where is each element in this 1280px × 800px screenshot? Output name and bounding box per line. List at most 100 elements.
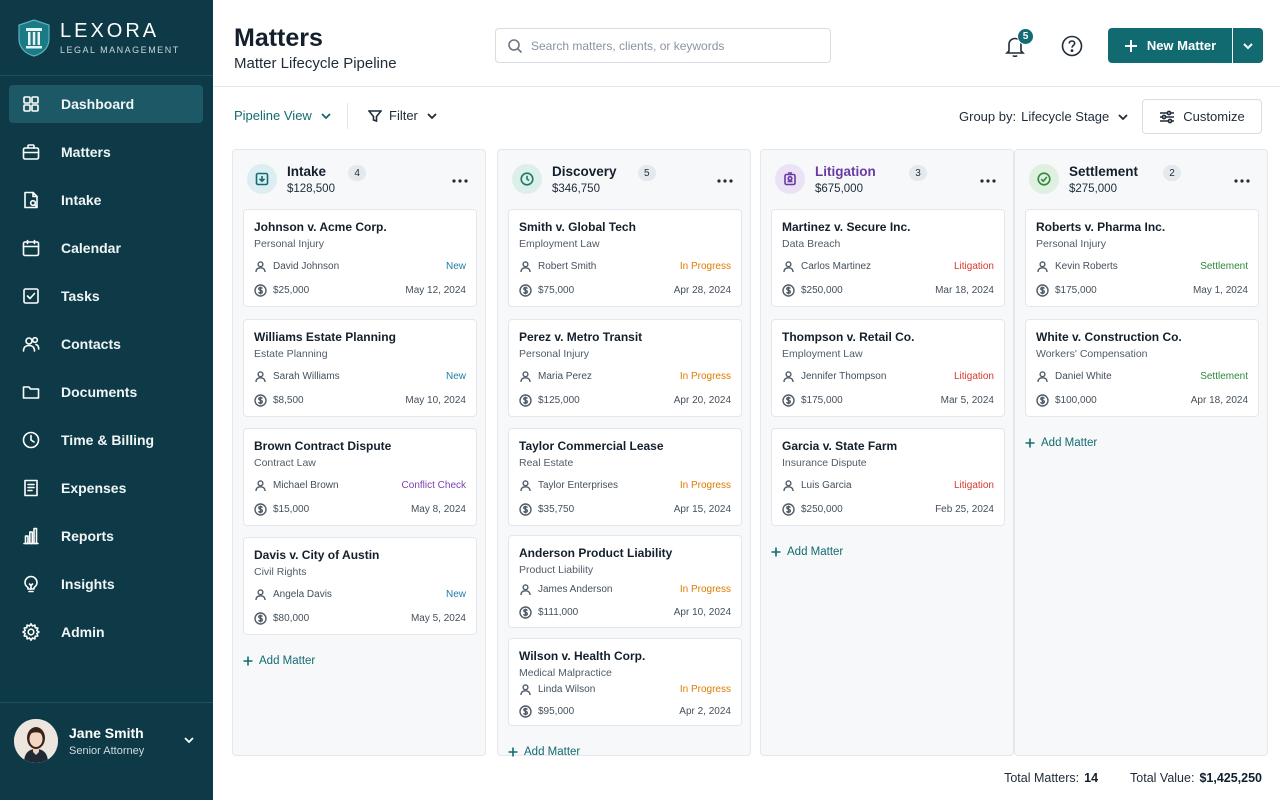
dollar-icon — [254, 612, 267, 625]
filter-icon — [368, 109, 382, 122]
matter-card[interactable]: Martinez v. Secure Inc. Data Breach Carlos… — [771, 209, 1005, 307]
sidebar-item-documents[interactable]: Documents — [9, 373, 203, 411]
matter-date: Apr 15, 2024 — [673, 504, 731, 515]
add-matter-button[interactable]: Add Matter — [771, 546, 843, 558]
sidebar-item-expenses[interactable]: Expenses — [9, 469, 203, 507]
notification-count-badge: 5 — [1017, 28, 1034, 45]
client-name: Robert Smith — [538, 261, 597, 272]
bar-chart-icon — [21, 526, 41, 546]
user-profile[interactable]: Jane Smith Senior Attorney — [14, 719, 204, 763]
matter-value: $95,000 — [538, 706, 575, 717]
client-name: Maria Perez — [538, 371, 592, 382]
matter-card[interactable]: Wilson v. Health Corp. Medical Malpractic… — [508, 638, 742, 726]
person-icon — [520, 371, 531, 383]
group-by-value: Lifecycle Stage — [1021, 109, 1110, 124]
matter-card[interactable]: Roberts v. Pharma Inc. Personal Injury Kev… — [1025, 209, 1259, 307]
add-matter-button[interactable]: Add Matter — [508, 746, 580, 758]
matter-title: Roberts v. Pharma Inc. — [1036, 220, 1166, 234]
matter-card[interactable]: Smith v. Global Tech Employment Law Robert… — [508, 209, 742, 307]
matter-card[interactable]: Garcia v. State Farm Insurance Dispute Lui… — [771, 428, 1005, 526]
sidebar-item-admin[interactable]: Admin — [9, 613, 203, 651]
plus-icon — [508, 747, 518, 757]
matter-title: Williams Estate Planning — [254, 330, 396, 344]
filter-dropdown[interactable]: Filter — [368, 108, 438, 123]
client-name: Taylor Enterprises — [538, 480, 619, 491]
matter-date: Mar 5, 2024 — [940, 395, 994, 406]
matter-card[interactable]: Anderson Product Liability Product Liabil… — [508, 535, 742, 628]
dollar-icon — [519, 503, 532, 516]
pipeline-view-dropdown[interactable]: Pipeline View — [234, 108, 332, 123]
status-badge: New — [445, 371, 466, 382]
pipeline-summary: Total Matters: 14 Total Value: $1,425,25… — [1004, 771, 1262, 785]
help-icon[interactable] — [1061, 35, 1083, 57]
sidebar-item-matters[interactable]: Matters — [9, 133, 203, 171]
matter-date: Apr 10, 2024 — [673, 607, 731, 618]
matter-card[interactable]: Perez v. Metro Transit Personal Injury Mar… — [508, 319, 742, 417]
search-box[interactable] — [495, 28, 831, 63]
matter-type: Real Estate — [519, 457, 574, 469]
client-name: James Anderson — [538, 584, 613, 595]
matter-type: Medical Malpractice — [519, 667, 612, 679]
tasks-icon — [21, 286, 41, 306]
matter-value: $25,000 — [273, 285, 310, 296]
sidebar-item-contacts[interactable]: Contacts — [9, 325, 203, 363]
sidebar-item-insights[interactable]: Insights — [9, 565, 203, 603]
more-options-icon[interactable] — [451, 171, 469, 183]
dashboard-icon — [21, 94, 41, 114]
matter-title: Thompson v. Retail Co. — [782, 330, 915, 344]
matter-card[interactable]: Johnson v. Acme Corp. Personal Injury Davi… — [243, 209, 477, 307]
status-badge: In Progress — [679, 371, 731, 382]
client-name: Kevin Roberts — [1055, 261, 1118, 272]
column-header: Intake 4 $128,500 — [247, 164, 471, 198]
matter-card[interactable]: Brown Contract Dispute Contract Law Michae… — [243, 428, 477, 526]
chevron-down-icon[interactable] — [182, 733, 196, 747]
matter-card[interactable]: White v. Construction Co. Workers' Compen… — [1025, 319, 1259, 417]
matter-type: Data Breach — [782, 238, 841, 250]
more-options-icon[interactable] — [979, 171, 997, 183]
new-matter-button[interactable]: New Matter — [1108, 28, 1232, 63]
brand-logo[interactable]: LEXORA LEGAL MANAGEMENT — [18, 18, 180, 58]
sidebar-item-time-billing[interactable]: Time & Billing — [9, 421, 203, 459]
matter-title: Garcia v. State Farm — [782, 439, 898, 453]
person-icon — [255, 261, 266, 273]
sidebar-item-calendar[interactable]: Calendar — [9, 229, 203, 267]
add-matter-button[interactable]: Add Matter — [1025, 437, 1097, 449]
plus-icon — [1124, 39, 1137, 52]
add-matter-button[interactable]: Add Matter — [243, 655, 315, 667]
sidebar-item-label: Time & Billing — [61, 432, 155, 448]
sidebar-item-intake[interactable]: Intake — [9, 181, 203, 219]
person-icon — [255, 480, 266, 492]
intake-icon — [21, 190, 41, 210]
matter-card[interactable]: Thompson v. Retail Co. Employment Law Jenn… — [771, 319, 1005, 417]
status-badge: Litigation — [953, 371, 994, 382]
sidebar-item-tasks[interactable]: Tasks — [9, 277, 203, 315]
notifications-bell-icon[interactable] — [1004, 34, 1026, 58]
column-total: $128,500 — [287, 183, 335, 195]
person-icon — [1037, 261, 1048, 273]
more-options-icon[interactable] — [716, 171, 734, 183]
dollar-icon — [519, 606, 532, 619]
group-by-dropdown[interactable]: Group by: Lifecycle Stage — [959, 109, 1129, 124]
column-header: Settlement 2 $275,000 — [1029, 164, 1253, 198]
more-options-icon[interactable] — [1233, 171, 1251, 183]
sidebar-item-reports[interactable]: Reports — [9, 517, 203, 555]
sidebar-item-label: Contacts — [61, 336, 121, 352]
matter-card[interactable]: Williams Estate Planning Estate Planning S… — [243, 319, 477, 417]
settlement-stage-icon — [1029, 164, 1059, 194]
matter-card[interactable]: Taylor Commercial Lease Real Estate Taylor… — [508, 428, 742, 526]
status-badge: Litigation — [953, 261, 994, 272]
sidebar-item-label: Dashboard — [61, 96, 135, 112]
new-matter-dropdown-button[interactable] — [1233, 28, 1263, 63]
matter-value: $100,000 — [1055, 395, 1097, 406]
calendar-icon — [21, 238, 41, 258]
matter-card[interactable]: Davis v. City of Austin Civil Rights Angel… — [243, 537, 477, 635]
matter-title: Perez v. Metro Transit — [519, 330, 643, 344]
intake-stage-icon — [247, 164, 277, 194]
contacts-icon — [21, 334, 41, 354]
matter-type: Employment Law — [519, 238, 600, 250]
search-input[interactable] — [531, 38, 811, 53]
customize-button[interactable]: Customize — [1142, 99, 1262, 134]
matter-value: $175,000 — [801, 395, 843, 406]
status-badge: In Progress — [679, 584, 731, 595]
sidebar-item-dashboard[interactable]: Dashboard — [9, 85, 203, 123]
